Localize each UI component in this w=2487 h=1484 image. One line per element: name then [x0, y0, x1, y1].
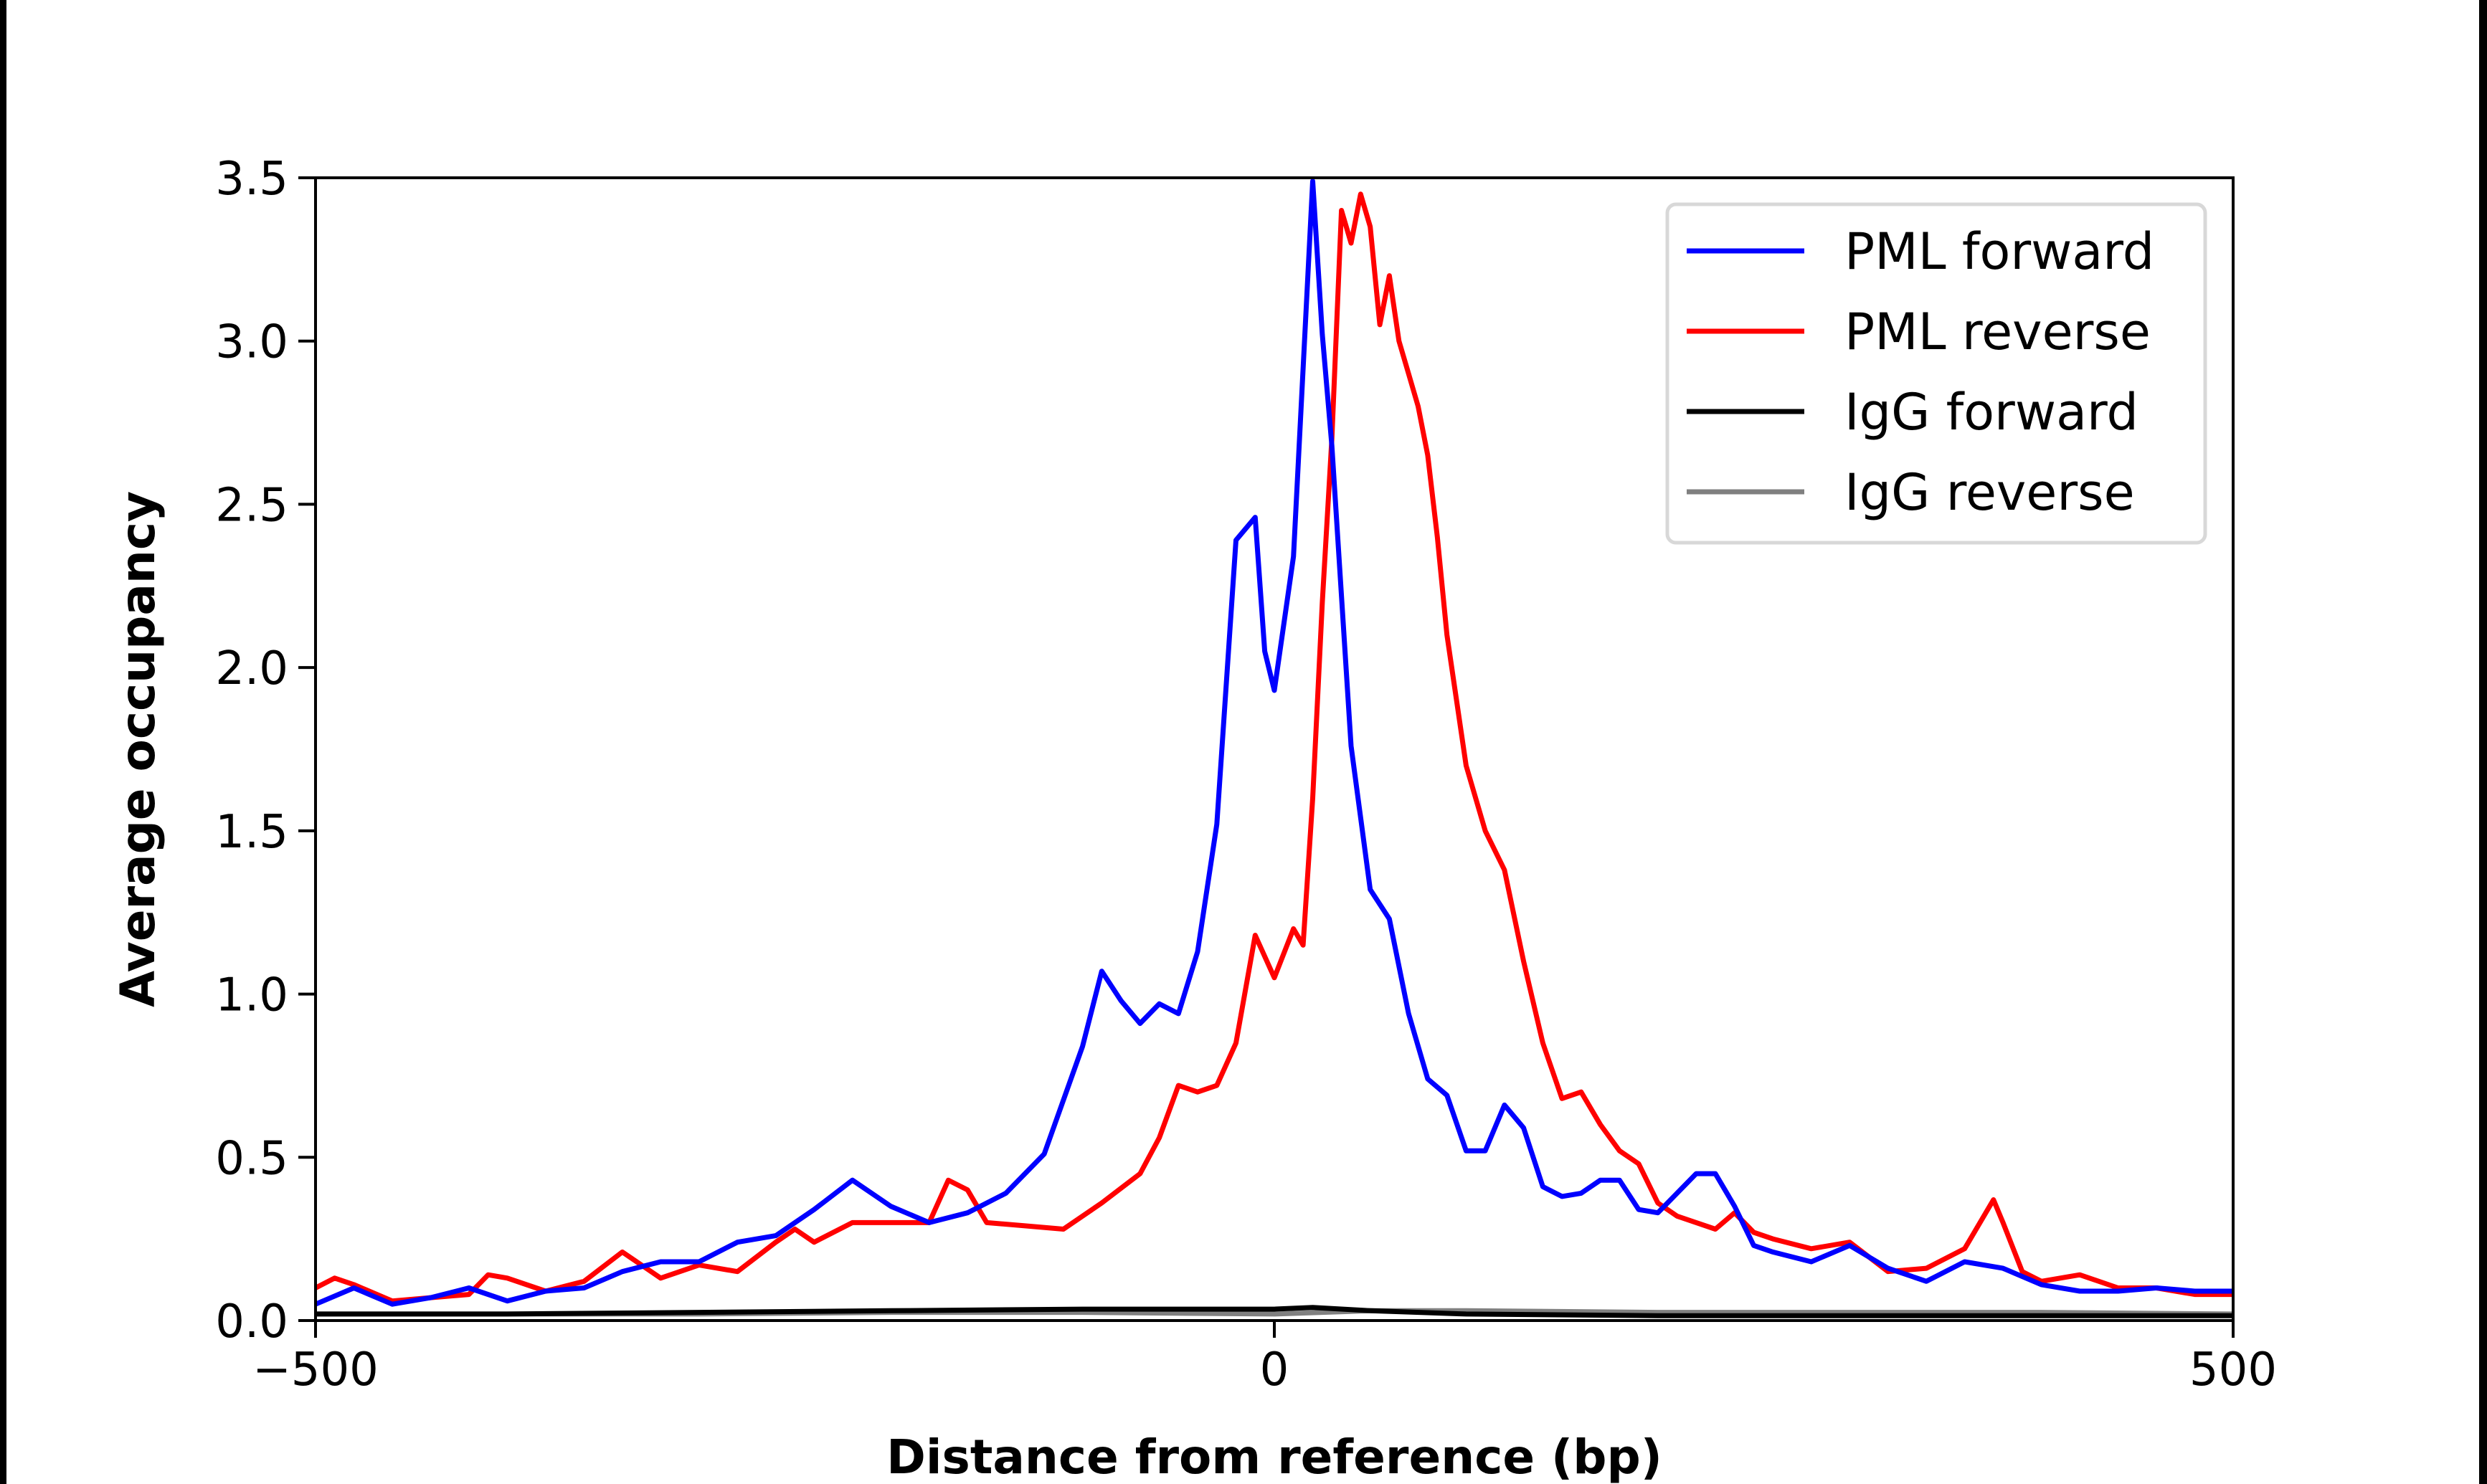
y-tick-label: 2.5 [215, 479, 288, 532]
x-tick-label: 500 [2189, 1343, 2277, 1397]
legend-label: IgG forward [1844, 383, 2138, 442]
legend: PML forward PML reverse IgG forward IgG rev… [1665, 202, 2207, 545]
y-tick-label: 0.5 [215, 1132, 288, 1185]
legend-label: IgG reverse [1844, 463, 2135, 522]
series-lines [314, 179, 2234, 1318]
left-edge-bar [0, 0, 6, 1484]
y-tick-label: 1.5 [215, 806, 288, 859]
legend-box [1665, 202, 2207, 545]
right-edge-bar [2479, 0, 2487, 1484]
y-tick-label: 0.0 [215, 1295, 288, 1349]
axis-ticks: −500 0 500 0.0 0.5 1.0 1.5 2.0 2.5 3.0 3.5 [215, 153, 2277, 1397]
y-tick-label: 2.0 [215, 642, 288, 695]
x-tick-label: 0 [1260, 1343, 1289, 1397]
series-line-pml-reverse [314, 191, 2233, 1304]
legend-label: PML reverse [1844, 303, 2151, 361]
y-tick-label: 3.0 [215, 316, 288, 369]
legend-label: PML forward [1844, 222, 2154, 281]
series-line-igg-forward [316, 1305, 2233, 1318]
y-tick-label: 3.5 [215, 153, 288, 206]
y-tick-label: 1.0 [215, 969, 288, 1022]
y-axis-label: Average occupancy [110, 491, 166, 1007]
x-axis-label: Distance from reference (bp) [886, 1430, 1662, 1484]
series-line-pml-forward [314, 179, 2233, 1307]
x-tick-label: −500 [252, 1343, 379, 1397]
